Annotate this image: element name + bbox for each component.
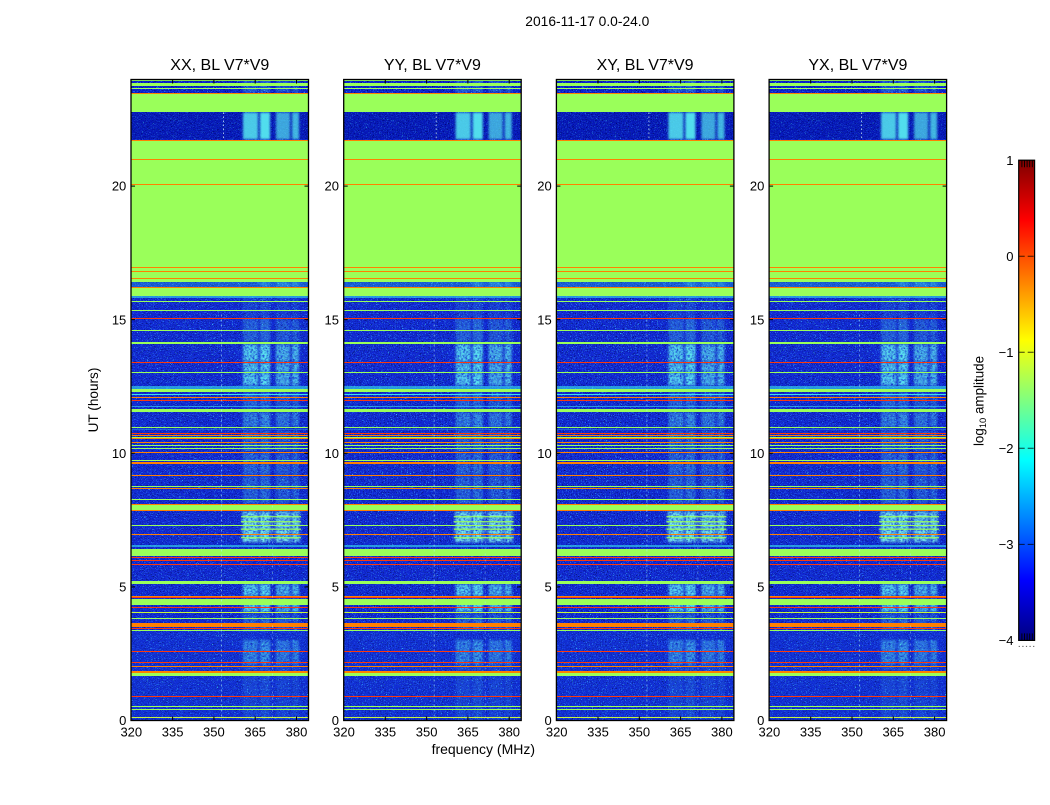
svg-text:365: 365 xyxy=(457,724,479,739)
svg-text:5: 5 xyxy=(757,580,764,595)
svg-text:10: 10 xyxy=(112,446,126,461)
svg-text:350: 350 xyxy=(628,724,650,739)
svg-text:320: 320 xyxy=(120,724,142,739)
svg-text:335: 335 xyxy=(162,724,184,739)
svg-text:−1: −1 xyxy=(999,345,1014,360)
svg-text:365: 365 xyxy=(670,724,692,739)
svg-text:350: 350 xyxy=(416,724,438,739)
svg-text:XX, BL V7*V9: XX, BL V7*V9 xyxy=(170,57,269,74)
svg-text:0: 0 xyxy=(119,713,126,728)
svg-text:380: 380 xyxy=(711,724,733,739)
svg-text:380: 380 xyxy=(924,724,946,739)
svg-text:0: 0 xyxy=(757,713,764,728)
svg-text:20: 20 xyxy=(750,179,764,194)
svg-text:320: 320 xyxy=(546,724,568,739)
svg-text:350: 350 xyxy=(841,724,863,739)
svg-text:−3: −3 xyxy=(999,537,1014,552)
svg-text:10: 10 xyxy=(325,446,339,461)
svg-text:20: 20 xyxy=(325,179,339,194)
svg-text:365: 365 xyxy=(244,724,266,739)
svg-text:15: 15 xyxy=(537,312,551,327)
svg-text:15: 15 xyxy=(325,312,339,327)
svg-text:15: 15 xyxy=(750,312,764,327)
svg-text:5: 5 xyxy=(119,580,126,595)
svg-text:0: 0 xyxy=(332,713,339,728)
svg-text:10: 10 xyxy=(750,446,764,461)
svg-text:frequency (MHz): frequency (MHz) xyxy=(432,741,535,757)
svg-text:365: 365 xyxy=(882,724,904,739)
svg-text:350: 350 xyxy=(203,724,225,739)
svg-text:YY, BL V7*V9: YY, BL V7*V9 xyxy=(384,57,481,74)
svg-text:5: 5 xyxy=(544,580,551,595)
svg-text:0: 0 xyxy=(1006,249,1013,264)
svg-text:UT (hours): UT (hours) xyxy=(86,368,101,433)
svg-text:0: 0 xyxy=(544,713,551,728)
svg-text:20: 20 xyxy=(537,179,551,194)
svg-text:−4: −4 xyxy=(999,633,1014,648)
svg-text:1: 1 xyxy=(1006,153,1013,168)
svg-text:20: 20 xyxy=(112,179,126,194)
svg-text:2016-11-17 0.0-24.0: 2016-11-17 0.0-24.0 xyxy=(525,14,649,29)
svg-text:15: 15 xyxy=(112,312,126,327)
svg-text:320: 320 xyxy=(759,724,781,739)
svg-text:5: 5 xyxy=(332,580,339,595)
svg-text:XY, BL V7*V9: XY, BL V7*V9 xyxy=(597,57,694,74)
svg-text:335: 335 xyxy=(587,724,609,739)
svg-text:380: 380 xyxy=(286,724,308,739)
svg-text:380: 380 xyxy=(498,724,520,739)
svg-text:log10 amplitude: log10 amplitude xyxy=(972,356,989,446)
svg-text:10: 10 xyxy=(537,446,551,461)
svg-text:320: 320 xyxy=(333,724,355,739)
svg-text:335: 335 xyxy=(800,724,822,739)
svg-text:YX, BL V7*V9: YX, BL V7*V9 xyxy=(808,57,907,74)
svg-text:−2: −2 xyxy=(999,441,1014,456)
svg-text:335: 335 xyxy=(374,724,396,739)
